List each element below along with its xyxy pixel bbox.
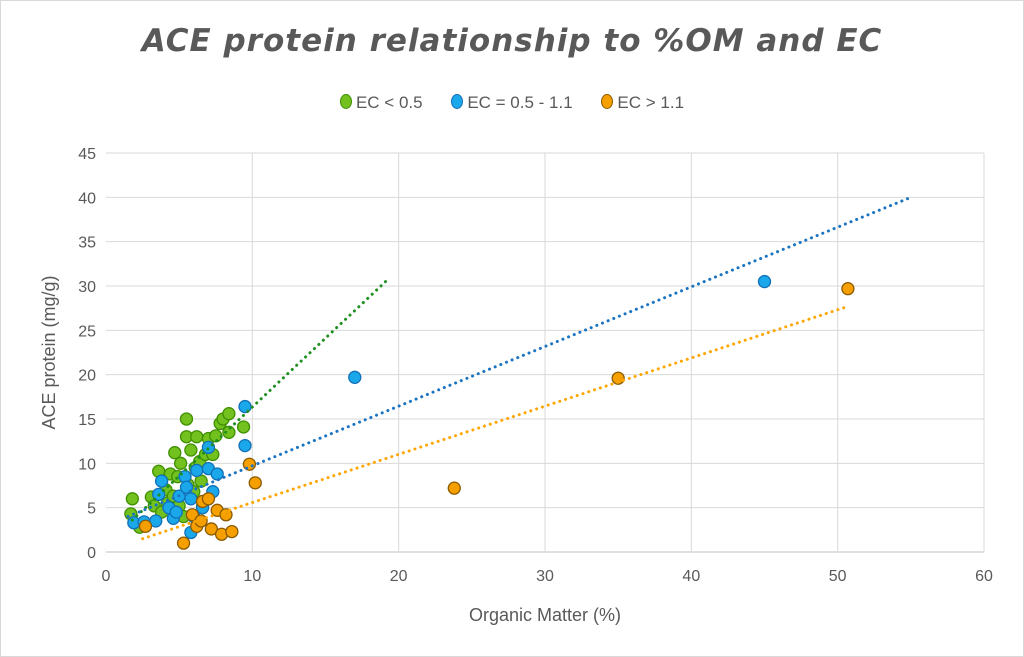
x-tick-label: 30 bbox=[536, 568, 554, 585]
data-point bbox=[179, 412, 194, 426]
trendline bbox=[141, 304, 850, 541]
data-point bbox=[236, 420, 251, 434]
legend-label: EC = 0.5 - 1.1 bbox=[467, 93, 573, 112]
y-tick-label: 35 bbox=[78, 235, 96, 252]
x-tick-label: 40 bbox=[682, 568, 700, 585]
y-tick-label: 10 bbox=[78, 456, 96, 473]
chart-title: ACE protein relationship to %OM and EC bbox=[141, 23, 883, 59]
data-point bbox=[757, 274, 772, 289]
legend-marker bbox=[451, 94, 464, 109]
x-tick-label: 0 bbox=[102, 568, 111, 585]
data-point bbox=[611, 371, 625, 385]
data-point bbox=[225, 524, 239, 539]
data-point bbox=[169, 505, 183, 519]
data-point bbox=[125, 492, 139, 506]
legend-marker bbox=[339, 94, 352, 109]
legend-item-ec-low: EC < 0.5 bbox=[339, 93, 423, 113]
y-tick-label: 20 bbox=[78, 368, 96, 385]
legend-item-ec-high: EC > 1.1 bbox=[601, 93, 684, 113]
y-tick-label: 30 bbox=[78, 279, 96, 296]
data-point bbox=[222, 425, 236, 439]
data-point bbox=[173, 456, 188, 470]
x-tick-label: 20 bbox=[390, 568, 408, 585]
y-axis-title: ACE protein (mg/g) bbox=[39, 275, 59, 429]
data-point bbox=[154, 474, 169, 488]
y-tick-label: 0 bbox=[87, 545, 96, 562]
data-point bbox=[149, 514, 163, 528]
trendline bbox=[130, 277, 390, 522]
data-point bbox=[348, 370, 362, 384]
data-point bbox=[138, 519, 153, 533]
legend-item-ec-mid: EC = 0.5 - 1.1 bbox=[451, 93, 573, 113]
y-tick-label: 45 bbox=[78, 146, 96, 163]
data-point bbox=[447, 481, 461, 495]
data-point bbox=[184, 492, 198, 506]
data-point bbox=[204, 522, 219, 536]
data-point bbox=[841, 282, 855, 296]
legend-label: EC > 1.1 bbox=[617, 93, 685, 112]
data-point bbox=[248, 476, 262, 490]
y-tick-label: 25 bbox=[78, 323, 96, 340]
data-point bbox=[201, 492, 216, 506]
y-tick-label: 40 bbox=[78, 190, 96, 207]
data-point bbox=[190, 430, 204, 444]
y-tick-label: 15 bbox=[78, 412, 96, 429]
trendline bbox=[126, 195, 913, 519]
x-tick-label: 60 bbox=[975, 568, 993, 585]
data-point bbox=[222, 407, 236, 421]
data-point bbox=[201, 440, 216, 455]
data-point bbox=[168, 446, 182, 460]
data-point bbox=[190, 463, 204, 478]
legend-label: EC < 0.5 bbox=[355, 93, 423, 112]
data-point bbox=[238, 438, 252, 453]
legend: EC < 0.5 EC = 0.5 - 1.1 EC > 1.1 bbox=[1, 93, 1023, 113]
y-tick-label: 5 bbox=[87, 501, 96, 518]
x-tick-label: 10 bbox=[243, 568, 261, 585]
data-point bbox=[210, 467, 224, 481]
data-point bbox=[184, 443, 198, 457]
legend-marker bbox=[601, 94, 614, 109]
x-axis-title: Organic Matter (%) bbox=[469, 605, 621, 625]
x-tick-label: 50 bbox=[829, 568, 847, 585]
data-point bbox=[176, 536, 191, 550]
